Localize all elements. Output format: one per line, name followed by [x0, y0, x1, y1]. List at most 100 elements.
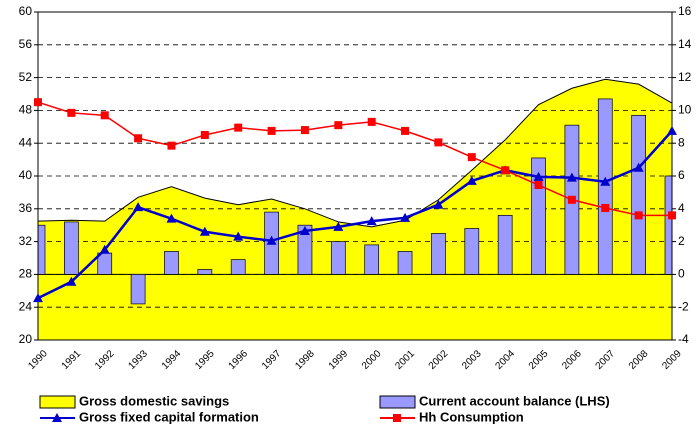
- marker: [467, 153, 476, 162]
- legend-swatch: [39, 395, 76, 409]
- marker: [199, 226, 210, 236]
- bar: [597, 98, 613, 275]
- marker: [501, 166, 510, 175]
- x-tick-label: 2007: [594, 348, 618, 372]
- x-tick-label: 1990: [26, 348, 50, 372]
- x-tick-label: 1994: [160, 348, 184, 372]
- x-tick-label: 1999: [327, 348, 351, 372]
- bar: [364, 244, 380, 275]
- marker: [200, 131, 209, 139]
- y2-tick-label: 12: [678, 70, 692, 84]
- y-tick-label: 20: [19, 332, 33, 346]
- x-tick-label: 1991: [60, 348, 84, 372]
- marker: [333, 221, 344, 231]
- marker: [67, 108, 76, 117]
- y2-tick-label: 2: [678, 234, 685, 248]
- bar: [97, 252, 113, 275]
- legend-label: Hh Consumption: [419, 409, 524, 424]
- marker: [134, 134, 143, 143]
- marker: [267, 126, 276, 135]
- bar: [397, 251, 413, 275]
- bar: [230, 259, 246, 275]
- y-tick-label: 44: [19, 135, 33, 149]
- legend-label: Gross fixed capital formation: [79, 409, 259, 424]
- y-tick-label: 32: [19, 234, 33, 248]
- x-tick-label: 1996: [227, 348, 251, 372]
- y2-tick-label: 14: [678, 37, 692, 51]
- marker: [299, 225, 310, 235]
- line: [37, 101, 672, 217]
- plot-area: [38, 44, 672, 340]
- y-tick-label: 28: [19, 267, 33, 281]
- bar: [497, 215, 513, 275]
- bar: [197, 269, 213, 275]
- legend-label: Current account balance (LHS): [419, 393, 610, 408]
- marker: [401, 126, 410, 135]
- marker: [433, 199, 444, 209]
- y2-tick-label: 0: [678, 267, 685, 281]
- marker: [99, 244, 110, 254]
- y2-tick-label: -4: [678, 332, 689, 346]
- marker: [167, 141, 176, 150]
- bar: [64, 221, 79, 275]
- marker: [533, 171, 544, 181]
- line: [37, 130, 673, 300]
- bar: [631, 114, 646, 275]
- x-tick-label: 1995: [193, 348, 217, 372]
- marker: [534, 181, 543, 190]
- marker: [466, 175, 477, 185]
- y-tick-label: 36: [19, 201, 33, 215]
- legend-label: Gross domestic savings: [79, 393, 229, 408]
- marker: [66, 276, 77, 286]
- y-tick-label: 52: [19, 70, 33, 84]
- bar: [297, 224, 313, 275]
- marker: [166, 213, 177, 223]
- marker: [366, 216, 377, 226]
- bar: [330, 241, 346, 275]
- x-tick-label: 2002: [427, 348, 451, 372]
- bar: [130, 274, 146, 305]
- x-tick-label: 2004: [494, 348, 518, 372]
- marker: [634, 211, 643, 220]
- x-tick-label: 2008: [627, 348, 651, 372]
- x-tick-label: 2009: [660, 348, 684, 372]
- marker: [400, 212, 411, 222]
- marker: [434, 138, 443, 147]
- y-tick-label: 60: [19, 4, 33, 18]
- marker: [668, 211, 676, 220]
- x-tick-label: 1993: [126, 348, 150, 372]
- x-tick-label: 2000: [360, 348, 384, 372]
- x-tick-label: 2006: [560, 348, 584, 372]
- marker: [266, 235, 277, 245]
- marker: [33, 293, 43, 303]
- bar: [664, 175, 672, 275]
- y-tick-label: 48: [19, 103, 33, 117]
- bar: [431, 233, 446, 275]
- bar: [464, 228, 480, 275]
- x-tick-label: 2001: [393, 348, 417, 372]
- legend-swatch: [379, 395, 416, 409]
- y2-tick-label: 16: [678, 4, 692, 18]
- marker: [667, 125, 677, 135]
- x-tick-label: 1998: [293, 348, 317, 372]
- marker: [300, 126, 309, 135]
- marker: [100, 111, 109, 120]
- y2-tick-label: 4: [678, 201, 685, 215]
- marker: [600, 176, 611, 186]
- marker: [52, 413, 62, 422]
- y-tick-label: 24: [19, 299, 33, 313]
- marker: [233, 231, 244, 241]
- y2-tick-label: 6: [678, 168, 685, 182]
- marker: [234, 123, 243, 132]
- bar: [38, 224, 46, 275]
- y2-tick-label: 10: [678, 103, 692, 117]
- x-tick-label: 2005: [527, 348, 551, 372]
- marker: [334, 121, 343, 130]
- marker: [567, 195, 576, 204]
- x-tick-label: 1997: [260, 348, 284, 372]
- marker: [566, 172, 577, 182]
- x-tick-label: 1992: [93, 348, 117, 372]
- marker: [34, 98, 42, 107]
- marker: [367, 117, 376, 126]
